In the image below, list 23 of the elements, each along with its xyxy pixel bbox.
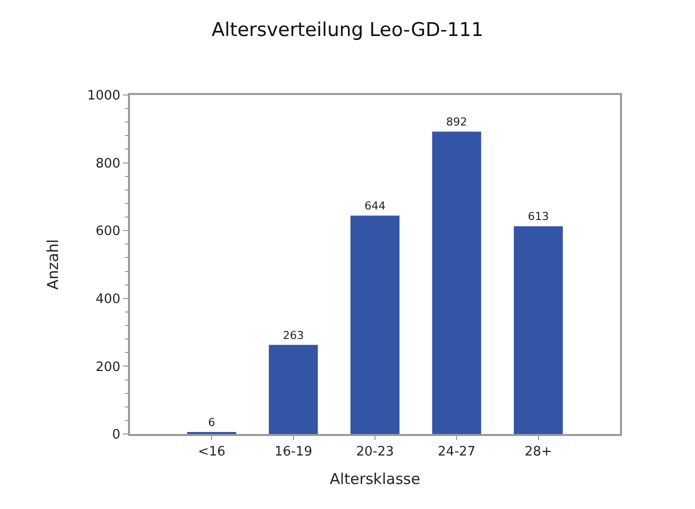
x-tick-label: 28+ xyxy=(524,444,552,460)
x-tick-label: 24-27 xyxy=(438,444,476,460)
x-tick-label: 16-19 xyxy=(274,444,312,460)
y-axis-title: Anzahl xyxy=(44,239,62,290)
data-label: 6 xyxy=(208,416,216,429)
y-tick-label: 800 xyxy=(96,156,120,172)
y-tick-label: 1000 xyxy=(87,88,120,104)
x-tick-label: <16 xyxy=(198,444,226,460)
chart-title: Altersverteilung Leo-GD-111 xyxy=(212,19,484,42)
bar xyxy=(514,226,563,434)
bar xyxy=(268,344,318,434)
x-axis-title: Altersklasse xyxy=(330,470,420,488)
x-tick-label: 20-23 xyxy=(356,444,394,460)
data-label: 613 xyxy=(528,210,549,224)
bar xyxy=(432,132,482,434)
data-label: 263 xyxy=(282,328,304,342)
data-label: 892 xyxy=(446,116,468,129)
y-tick-label: 600 xyxy=(96,224,120,240)
data-label: 644 xyxy=(364,200,386,213)
y-tick-label: 0 xyxy=(112,428,120,443)
y-tick-label: 400 xyxy=(96,292,120,307)
y-tick-label: 200 xyxy=(96,360,120,375)
bar xyxy=(350,216,400,434)
